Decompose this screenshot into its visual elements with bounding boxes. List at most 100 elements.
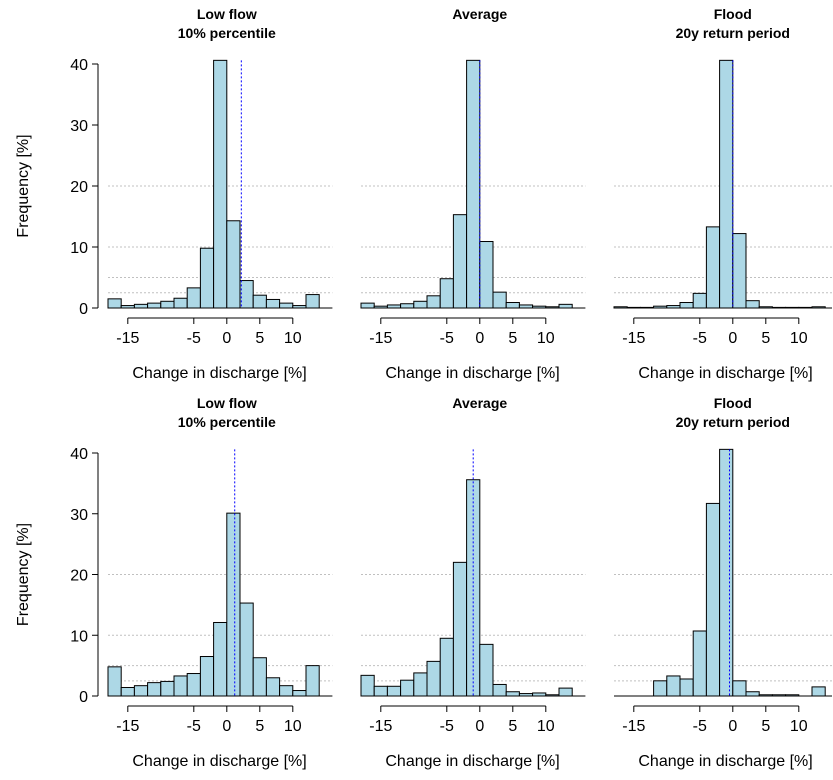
y-tick-label: 40 bbox=[70, 446, 88, 463]
histogram-bar bbox=[452, 561, 468, 697]
histogram-bar bbox=[558, 303, 573, 309]
panel-title: 20y return period bbox=[676, 414, 790, 430]
histogram-bar bbox=[413, 300, 428, 309]
histogram-bar bbox=[199, 247, 215, 309]
x-tick-label: -15 bbox=[622, 718, 645, 735]
histogram-bar bbox=[719, 448, 734, 697]
x-tick-label: 10 bbox=[537, 718, 555, 735]
x-tick-label: 5 bbox=[761, 330, 770, 347]
x-tick-label: 5 bbox=[508, 330, 517, 347]
y-axis-label: Frequency [%] bbox=[15, 523, 32, 626]
x-axis-label: Change in discharge [%] bbox=[385, 365, 559, 382]
histogram-bar bbox=[492, 683, 507, 697]
panel-title: Flood bbox=[714, 6, 752, 22]
y-axis-label: Frequency [%] bbox=[15, 134, 32, 237]
histogram-bar bbox=[492, 291, 507, 309]
histogram-bar bbox=[732, 680, 747, 697]
histogram-bar bbox=[653, 680, 668, 697]
histogram-bar bbox=[186, 673, 201, 697]
histogram-bar bbox=[479, 643, 494, 697]
x-axis-label: Change in discharge [%] bbox=[638, 753, 812, 770]
histogram-bar bbox=[279, 685, 294, 697]
x-tick-label: -15 bbox=[116, 330, 139, 347]
x-tick-label: 10 bbox=[790, 330, 808, 347]
histogram-bar bbox=[505, 302, 520, 309]
histogram-bar bbox=[692, 630, 707, 697]
histogram-bar bbox=[120, 686, 135, 697]
histogram-bar bbox=[479, 241, 494, 309]
x-tick-label: -15 bbox=[369, 718, 392, 735]
histogram-bar bbox=[265, 677, 281, 697]
x-tick-label: -15 bbox=[116, 718, 139, 735]
histogram-bar bbox=[226, 512, 241, 697]
x-tick-label: -5 bbox=[440, 330, 454, 347]
histogram-bar bbox=[439, 278, 454, 309]
histogram-bar bbox=[107, 298, 122, 309]
x-axis-label: Change in discharge [%] bbox=[132, 753, 306, 770]
y-tick-label: 30 bbox=[70, 118, 88, 135]
histogram-bar bbox=[305, 665, 320, 697]
histogram-bar bbox=[252, 657, 267, 697]
histogram-bar bbox=[305, 294, 320, 309]
histogram-bar bbox=[360, 302, 375, 309]
x-tick-label: -5 bbox=[187, 330, 201, 347]
x-tick-label: 0 bbox=[222, 330, 231, 347]
x-tick-label: 10 bbox=[790, 718, 808, 735]
histogram-bar bbox=[745, 300, 760, 309]
panel-title: Flood bbox=[714, 395, 752, 411]
histogram-bar bbox=[160, 300, 175, 309]
histogram-bar bbox=[386, 685, 402, 697]
x-axis-label: Change in discharge [%] bbox=[638, 365, 812, 382]
y-tick-label: 10 bbox=[70, 240, 88, 257]
histogram-bar bbox=[692, 292, 707, 309]
histogram-bar bbox=[373, 685, 388, 697]
histogram-bar bbox=[745, 691, 760, 697]
panel-4: -15 -5 0 5 10 Change in discharge [%] 0 10 20 30 4… bbox=[15, 395, 333, 770]
x-tick-label: -5 bbox=[693, 718, 707, 735]
x-tick-label: 0 bbox=[222, 718, 231, 735]
panel-3: -15 -5 0 5 10 Change in discharge [%] Flood 20y… bbox=[613, 6, 832, 382]
histogram-bar bbox=[226, 220, 241, 309]
histogram-bar bbox=[719, 59, 734, 309]
x-tick-label: 0 bbox=[728, 718, 737, 735]
histogram-bar bbox=[400, 303, 415, 309]
histogram-bar bbox=[558, 687, 573, 697]
histogram-bar bbox=[732, 233, 747, 309]
x-tick-label: 5 bbox=[508, 718, 517, 735]
histogram-bar bbox=[133, 685, 149, 697]
histogram-bar bbox=[426, 660, 441, 697]
y-tick-label: 10 bbox=[70, 628, 88, 645]
histogram-bar bbox=[213, 59, 228, 309]
histogram-bar bbox=[160, 680, 175, 697]
x-tick-label: 5 bbox=[255, 718, 264, 735]
histogram-bar bbox=[679, 302, 694, 309]
histogram-bar bbox=[279, 302, 294, 309]
histogram-bar bbox=[133, 303, 149, 309]
histogram-bar bbox=[413, 672, 428, 697]
histogram-bar bbox=[173, 297, 188, 309]
panel-5: -15 -5 0 5 10 Change in discharge [%] Average bbox=[360, 395, 586, 770]
histogram-bar bbox=[466, 59, 481, 309]
x-tick-label: 5 bbox=[761, 718, 770, 735]
histogram-bar bbox=[213, 621, 228, 697]
histogram-bar bbox=[400, 679, 415, 697]
histogram-bar bbox=[147, 682, 162, 697]
x-tick-label: -5 bbox=[187, 718, 201, 735]
panel-title: 20y return period bbox=[676, 25, 790, 41]
x-tick-label: -5 bbox=[440, 718, 454, 735]
histogram-bar bbox=[452, 214, 468, 309]
histogram-bar bbox=[679, 678, 694, 697]
panel-1: -15 -5 0 5 10 Change in discharge [%] 0 10 20 30 4… bbox=[15, 6, 333, 382]
panel-2: -15 -5 0 5 10 Change in discharge [%] Average bbox=[360, 6, 586, 382]
x-axis-label: Change in discharge [%] bbox=[132, 365, 306, 382]
histogram-bar bbox=[239, 280, 254, 309]
x-tick-label: 10 bbox=[284, 718, 302, 735]
histogram-bar bbox=[239, 602, 254, 697]
histogram-bar bbox=[666, 675, 681, 697]
x-tick-label: 10 bbox=[284, 330, 302, 347]
histogram-bar bbox=[186, 287, 201, 309]
x-tick-label: -15 bbox=[369, 330, 392, 347]
x-tick-label: -5 bbox=[693, 330, 707, 347]
x-tick-label: 5 bbox=[255, 330, 264, 347]
